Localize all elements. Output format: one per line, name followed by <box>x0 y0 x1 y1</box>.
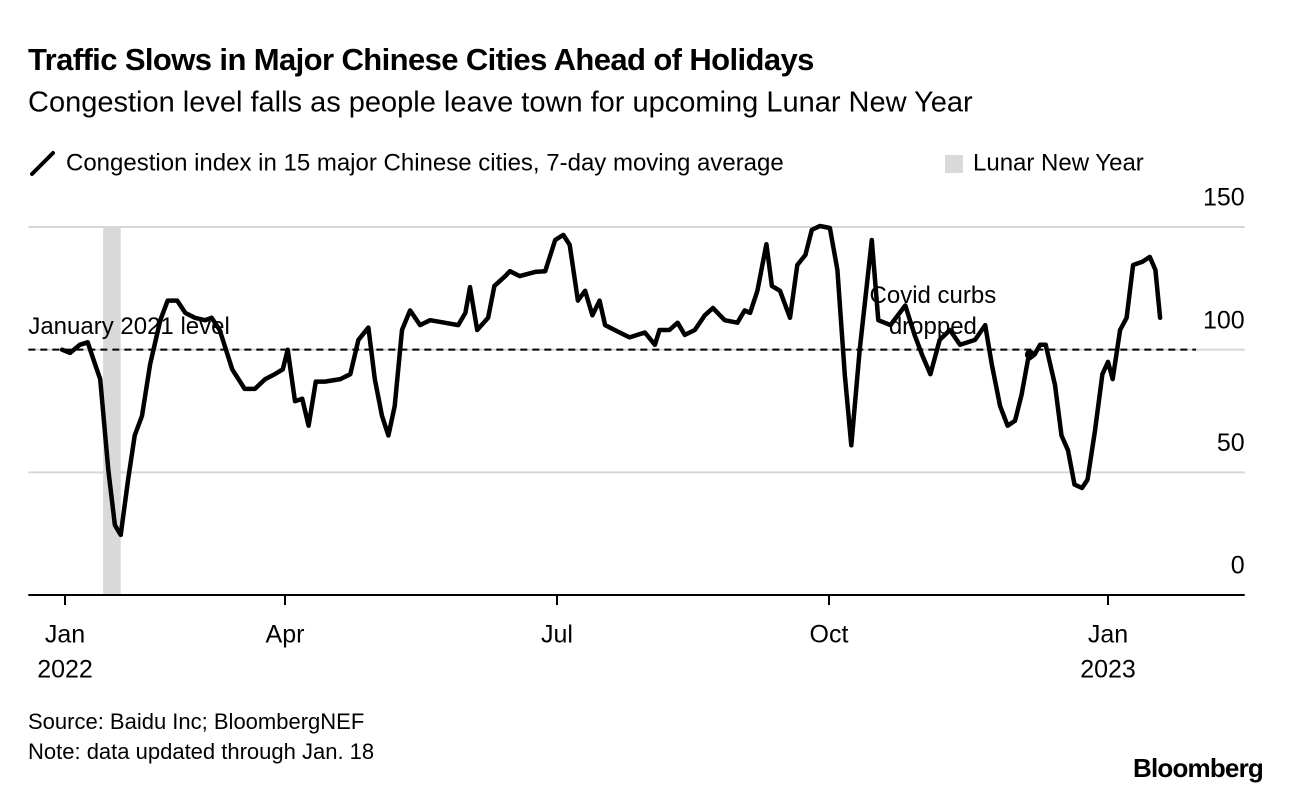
legend-label: Congestion index in 15 major Chinese cit… <box>66 149 784 176</box>
x-tick-label: Jan <box>45 621 85 649</box>
x-tick-label: Jul <box>541 621 573 649</box>
legend-line-icon <box>30 151 55 176</box>
note: Note: data updated through Jan. 18 <box>28 739 374 764</box>
y-tick-label: 150 <box>1203 184 1245 212</box>
chart-title: Traffic Slows in Major Chinese Cities Ah… <box>28 42 814 77</box>
annotation-dot <box>1024 349 1035 360</box>
x-year-label: 2022 <box>37 656 93 684</box>
legend-label: Lunar New Year <box>973 149 1144 176</box>
x-tick-label: Oct <box>810 621 849 649</box>
chart-subtitle: Congestion level falls as people leave t… <box>28 87 973 119</box>
logo: Bloomberg <box>1133 753 1263 783</box>
annotation-text: dropped <box>889 313 977 340</box>
x-tick-label: Apr <box>266 621 305 649</box>
annotation-text: Covid curbs <box>870 282 997 309</box>
data-line <box>59 223 1163 538</box>
y-tick-label: 100 <box>1203 306 1245 334</box>
shaded-range <box>103 227 121 595</box>
x-year-label: 2023 <box>1080 656 1136 684</box>
source: Source: Baidu Inc; BloombergNEF <box>28 709 364 734</box>
y-tick-label: 0 <box>1231 552 1245 580</box>
y-tick-label: 50 <box>1217 429 1245 457</box>
x-tick-label: Jan <box>1088 621 1128 649</box>
legend-swatch <box>945 155 963 173</box>
